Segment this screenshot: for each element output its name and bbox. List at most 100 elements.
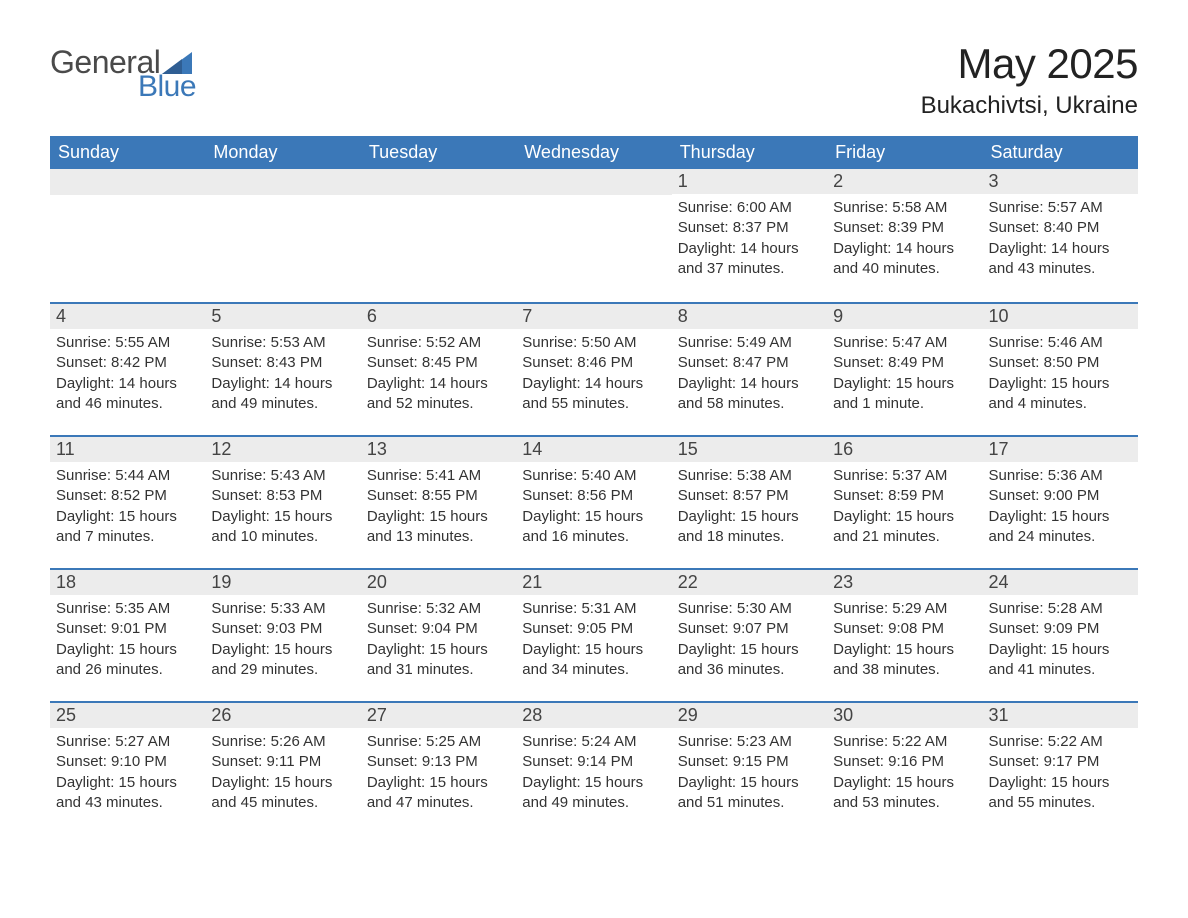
day-number: 17 bbox=[983, 437, 1138, 462]
daylight-line: Daylight: 15 hours and 18 minutes. bbox=[678, 507, 821, 548]
daylight-line: Daylight: 14 hours and 52 minutes. bbox=[367, 374, 510, 415]
calendar-week-row: 18Sunrise: 5:35 AMSunset: 9:01 PMDayligh… bbox=[50, 568, 1138, 701]
sunrise-line: Sunrise: 5:49 AM bbox=[678, 333, 821, 353]
sunrise-line: Sunrise: 5:27 AM bbox=[56, 732, 199, 752]
calendar-week-row: 11Sunrise: 5:44 AMSunset: 8:52 PMDayligh… bbox=[50, 435, 1138, 568]
calendar-day-cell: 1Sunrise: 6:00 AMSunset: 8:37 PMDaylight… bbox=[672, 169, 827, 302]
weekday-header: Tuesday bbox=[361, 136, 516, 169]
day-number: 27 bbox=[361, 703, 516, 728]
calendar-day-cell: 18Sunrise: 5:35 AMSunset: 9:01 PMDayligh… bbox=[50, 568, 205, 701]
day-details: Sunrise: 5:36 AMSunset: 9:00 PMDaylight:… bbox=[983, 462, 1138, 547]
calendar-day-cell: 26Sunrise: 5:26 AMSunset: 9:11 PMDayligh… bbox=[205, 701, 360, 834]
day-details: Sunrise: 5:23 AMSunset: 9:15 PMDaylight:… bbox=[672, 728, 827, 813]
calendar-day-cell: 3Sunrise: 5:57 AMSunset: 8:40 PMDaylight… bbox=[983, 169, 1138, 302]
daylight-line: Daylight: 15 hours and 24 minutes. bbox=[989, 507, 1132, 548]
day-details: Sunrise: 5:47 AMSunset: 8:49 PMDaylight:… bbox=[827, 329, 982, 414]
sunset-line: Sunset: 9:01 PM bbox=[56, 619, 199, 639]
weekday-header: Sunday bbox=[50, 136, 205, 169]
daylight-line: Daylight: 15 hours and 45 minutes. bbox=[211, 773, 354, 814]
day-details: Sunrise: 5:32 AMSunset: 9:04 PMDaylight:… bbox=[361, 595, 516, 680]
sunrise-line: Sunrise: 5:36 AM bbox=[989, 466, 1132, 486]
sunrise-line: Sunrise: 5:55 AM bbox=[56, 333, 199, 353]
day-details: Sunrise: 5:24 AMSunset: 9:14 PMDaylight:… bbox=[516, 728, 671, 813]
sunset-line: Sunset: 8:37 PM bbox=[678, 218, 821, 238]
daylight-line: Daylight: 14 hours and 40 minutes. bbox=[833, 239, 976, 280]
sunset-line: Sunset: 8:42 PM bbox=[56, 353, 199, 373]
title-block: May 2025 Bukachivtsi, Ukraine bbox=[921, 40, 1138, 126]
daylight-line: Daylight: 15 hours and 31 minutes. bbox=[367, 640, 510, 681]
day-number: 6 bbox=[361, 304, 516, 329]
day-number: 31 bbox=[983, 703, 1138, 728]
calendar-day-cell: 9Sunrise: 5:47 AMSunset: 8:49 PMDaylight… bbox=[827, 302, 982, 435]
sunset-line: Sunset: 8:53 PM bbox=[211, 486, 354, 506]
calendar-day-cell: 19Sunrise: 5:33 AMSunset: 9:03 PMDayligh… bbox=[205, 568, 360, 701]
calendar-day-cell: 27Sunrise: 5:25 AMSunset: 9:13 PMDayligh… bbox=[361, 701, 516, 834]
daylight-line: Daylight: 15 hours and 34 minutes. bbox=[522, 640, 665, 681]
calendar-head: Sunday Monday Tuesday Wednesday Thursday… bbox=[50, 136, 1138, 169]
sunset-line: Sunset: 9:09 PM bbox=[989, 619, 1132, 639]
sunrise-line: Sunrise: 5:26 AM bbox=[211, 732, 354, 752]
calendar-day-cell: 20Sunrise: 5:32 AMSunset: 9:04 PMDayligh… bbox=[361, 568, 516, 701]
weekday-header: Monday bbox=[205, 136, 360, 169]
daylight-line: Daylight: 15 hours and 55 minutes. bbox=[989, 773, 1132, 814]
day-number: 30 bbox=[827, 703, 982, 728]
daylight-line: Daylight: 15 hours and 51 minutes. bbox=[678, 773, 821, 814]
daylight-line: Daylight: 14 hours and 58 minutes. bbox=[678, 374, 821, 415]
day-number: 5 bbox=[205, 304, 360, 329]
calendar-day-cell: 16Sunrise: 5:37 AMSunset: 8:59 PMDayligh… bbox=[827, 435, 982, 568]
daylight-line: Daylight: 15 hours and 4 minutes. bbox=[989, 374, 1132, 415]
day-number: 2 bbox=[827, 169, 982, 194]
daylight-line: Daylight: 14 hours and 55 minutes. bbox=[522, 374, 665, 415]
location-label: Bukachivtsi, Ukraine bbox=[921, 92, 1138, 120]
daylight-line: Daylight: 14 hours and 46 minutes. bbox=[56, 374, 199, 415]
sunset-line: Sunset: 9:04 PM bbox=[367, 619, 510, 639]
calendar-day-cell: 12Sunrise: 5:43 AMSunset: 8:53 PMDayligh… bbox=[205, 435, 360, 568]
logo-text-blue: Blue bbox=[138, 72, 196, 102]
daylight-line: Daylight: 15 hours and 1 minute. bbox=[833, 374, 976, 415]
page: General Blue May 2025 Bukachivtsi, Ukrai… bbox=[0, 0, 1188, 864]
sunrise-line: Sunrise: 5:31 AM bbox=[522, 599, 665, 619]
sunset-line: Sunset: 8:57 PM bbox=[678, 486, 821, 506]
sunset-line: Sunset: 9:10 PM bbox=[56, 752, 199, 772]
calendar-day-cell: 23Sunrise: 5:29 AMSunset: 9:08 PMDayligh… bbox=[827, 568, 982, 701]
daylight-line: Daylight: 15 hours and 26 minutes. bbox=[56, 640, 199, 681]
weekday-header: Friday bbox=[827, 136, 982, 169]
calendar-day-cell: 4Sunrise: 5:55 AMSunset: 8:42 PMDaylight… bbox=[50, 302, 205, 435]
sunrise-line: Sunrise: 5:41 AM bbox=[367, 466, 510, 486]
daylight-line: Daylight: 14 hours and 43 minutes. bbox=[989, 239, 1132, 280]
sunrise-line: Sunrise: 5:40 AM bbox=[522, 466, 665, 486]
day-details: Sunrise: 5:31 AMSunset: 9:05 PMDaylight:… bbox=[516, 595, 671, 680]
sunrise-line: Sunrise: 5:57 AM bbox=[989, 198, 1132, 218]
header-row: General Blue May 2025 Bukachivtsi, Ukrai… bbox=[50, 40, 1138, 126]
calendar-day-cell bbox=[50, 169, 205, 302]
weekday-row: Sunday Monday Tuesday Wednesday Thursday… bbox=[50, 136, 1138, 169]
daylight-line: Daylight: 14 hours and 49 minutes. bbox=[211, 374, 354, 415]
day-number: 24 bbox=[983, 570, 1138, 595]
calendar-day-cell: 8Sunrise: 5:49 AMSunset: 8:47 PMDaylight… bbox=[672, 302, 827, 435]
sunrise-line: Sunrise: 5:37 AM bbox=[833, 466, 976, 486]
day-details: Sunrise: 5:41 AMSunset: 8:55 PMDaylight:… bbox=[361, 462, 516, 547]
daylight-line: Daylight: 15 hours and 43 minutes. bbox=[56, 773, 199, 814]
calendar-day-cell bbox=[205, 169, 360, 302]
daylight-line: Daylight: 15 hours and 21 minutes. bbox=[833, 507, 976, 548]
sunset-line: Sunset: 8:50 PM bbox=[989, 353, 1132, 373]
calendar-day-cell: 13Sunrise: 5:41 AMSunset: 8:55 PMDayligh… bbox=[361, 435, 516, 568]
day-number: 15 bbox=[672, 437, 827, 462]
sunset-line: Sunset: 8:59 PM bbox=[833, 486, 976, 506]
day-details: Sunrise: 5:50 AMSunset: 8:46 PMDaylight:… bbox=[516, 329, 671, 414]
sunrise-line: Sunrise: 5:22 AM bbox=[833, 732, 976, 752]
day-number: 18 bbox=[50, 570, 205, 595]
sunrise-line: Sunrise: 5:58 AM bbox=[833, 198, 976, 218]
logo: General Blue bbox=[50, 46, 196, 102]
sunrise-line: Sunrise: 5:33 AM bbox=[211, 599, 354, 619]
calendar-day-cell: 2Sunrise: 5:58 AMSunset: 8:39 PMDaylight… bbox=[827, 169, 982, 302]
sunset-line: Sunset: 8:56 PM bbox=[522, 486, 665, 506]
page-title: May 2025 bbox=[921, 40, 1138, 88]
calendar-day-cell: 21Sunrise: 5:31 AMSunset: 9:05 PMDayligh… bbox=[516, 568, 671, 701]
day-details: Sunrise: 5:40 AMSunset: 8:56 PMDaylight:… bbox=[516, 462, 671, 547]
daylight-line: Daylight: 15 hours and 38 minutes. bbox=[833, 640, 976, 681]
weekday-header: Thursday bbox=[672, 136, 827, 169]
day-details: Sunrise: 5:27 AMSunset: 9:10 PMDaylight:… bbox=[50, 728, 205, 813]
sunset-line: Sunset: 8:52 PM bbox=[56, 486, 199, 506]
day-number: 22 bbox=[672, 570, 827, 595]
